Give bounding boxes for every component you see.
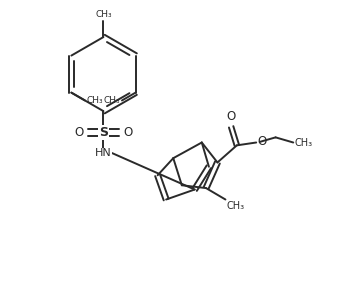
- Text: CH₃: CH₃: [294, 137, 313, 148]
- Text: HN: HN: [95, 148, 112, 158]
- Text: O: O: [257, 135, 267, 148]
- Text: O: O: [74, 126, 83, 139]
- Text: O: O: [123, 126, 132, 139]
- Text: CH₃: CH₃: [104, 96, 121, 105]
- Text: CH₃: CH₃: [226, 201, 245, 211]
- Text: CH₃: CH₃: [95, 10, 112, 19]
- Text: CH₃: CH₃: [87, 96, 103, 105]
- Text: S: S: [99, 126, 108, 139]
- Text: O: O: [226, 110, 236, 123]
